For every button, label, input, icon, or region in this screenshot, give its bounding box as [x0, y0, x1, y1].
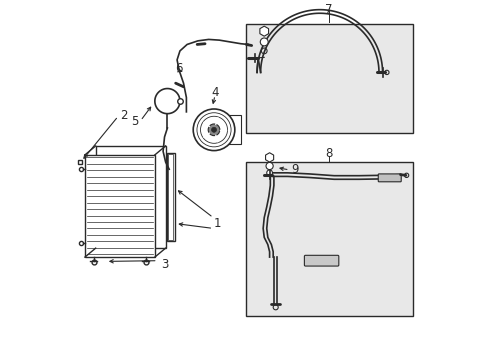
Circle shape — [208, 124, 220, 136]
Text: 8: 8 — [325, 147, 332, 160]
Circle shape — [265, 162, 273, 170]
Text: 2: 2 — [121, 109, 128, 122]
Text: 1: 1 — [214, 216, 221, 230]
Text: 4: 4 — [211, 86, 219, 99]
Text: 3: 3 — [161, 258, 168, 271]
Bar — [168, 154, 173, 240]
Text: 6: 6 — [175, 62, 183, 75]
Polygon shape — [96, 146, 165, 248]
Bar — [246, 162, 412, 316]
Bar — [167, 153, 174, 241]
Circle shape — [260, 38, 267, 46]
Bar — [246, 24, 412, 134]
FancyBboxPatch shape — [304, 255, 338, 266]
Polygon shape — [85, 155, 155, 257]
Text: 9: 9 — [290, 163, 298, 176]
Bar — [212, 115, 241, 144]
Circle shape — [266, 170, 272, 176]
Circle shape — [193, 109, 234, 150]
FancyBboxPatch shape — [378, 174, 400, 182]
Text: 7: 7 — [325, 3, 332, 16]
Text: 5: 5 — [131, 115, 139, 128]
Circle shape — [211, 127, 216, 132]
